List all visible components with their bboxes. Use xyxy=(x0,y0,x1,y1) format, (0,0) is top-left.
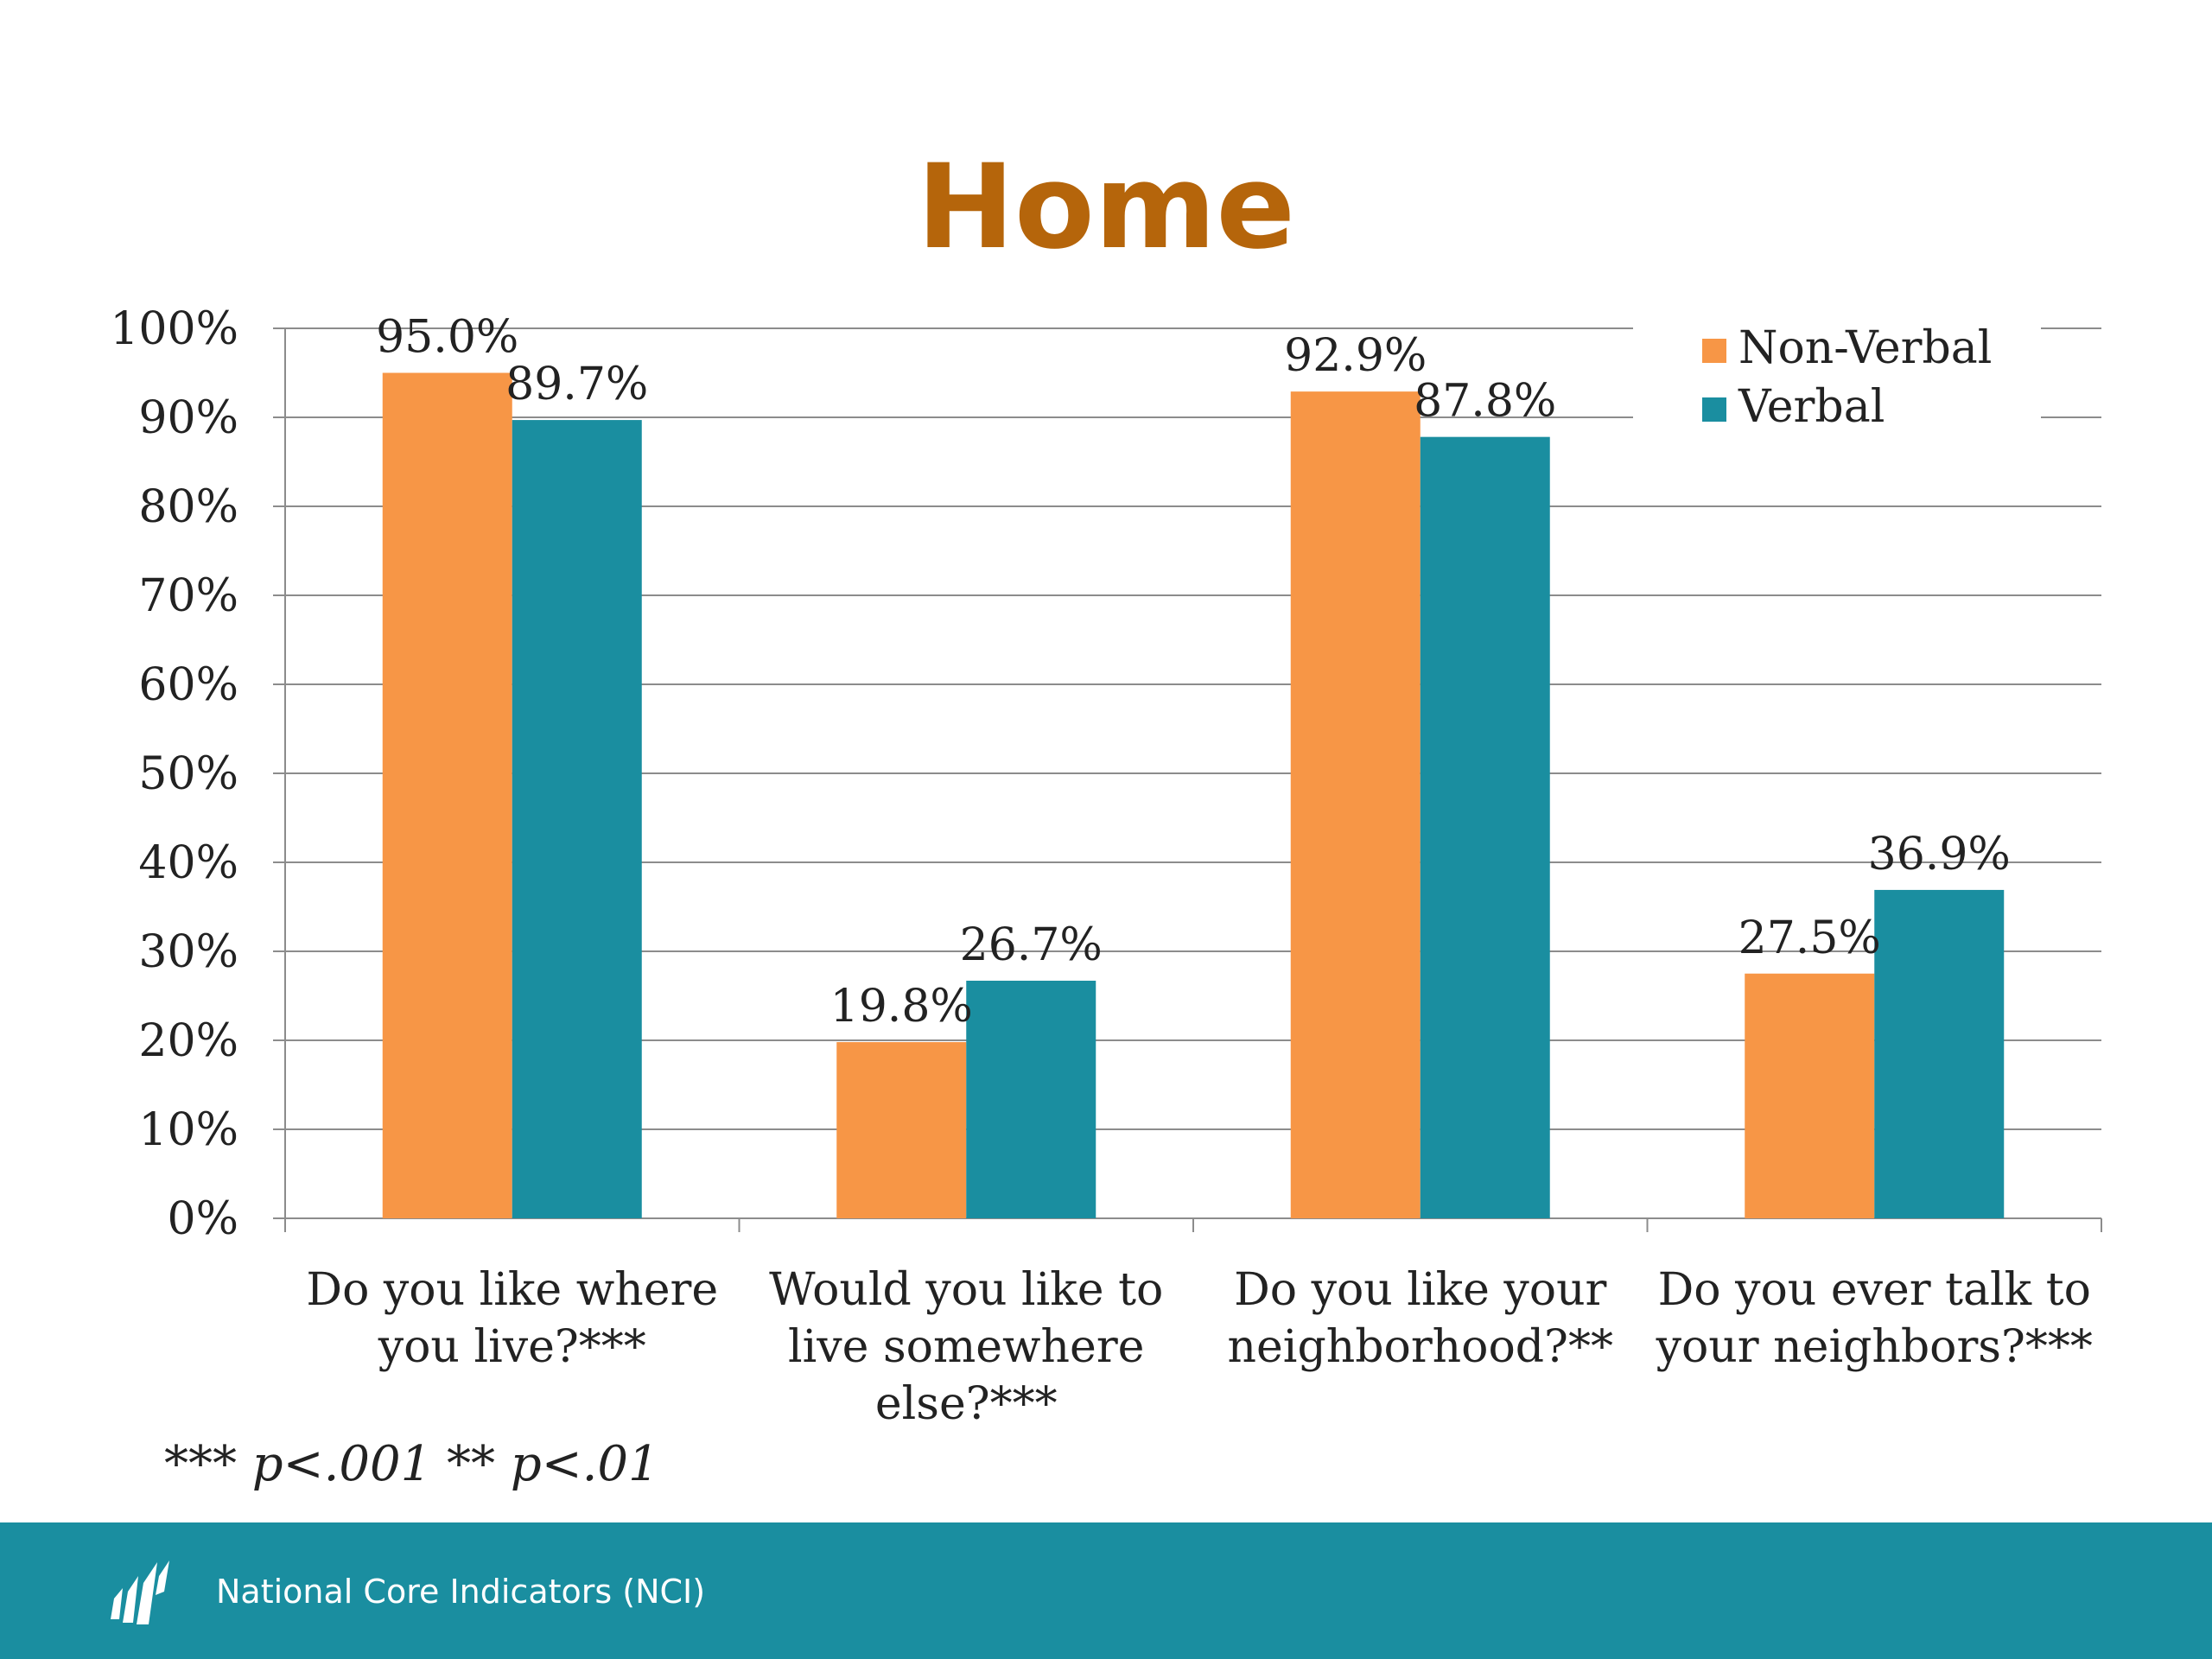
x-category-label: Do you ever talk to your neighbors?*** xyxy=(1656,1264,2093,1373)
nci-logo-icon xyxy=(111,1560,169,1624)
data-label: 26.7% xyxy=(960,919,1103,971)
footer-bar: National Core Indicators (NCI) xyxy=(0,1522,2212,1659)
y-tick-label: 50% xyxy=(138,748,238,800)
y-tick-label: 100% xyxy=(110,303,238,355)
slide-title: Home xyxy=(917,139,1295,275)
bar-verbal xyxy=(966,980,1096,1218)
bar-verbal xyxy=(1420,436,1550,1218)
bars xyxy=(382,372,2005,1219)
bar-non-verbal xyxy=(836,1042,967,1218)
y-tick-label: 30% xyxy=(138,926,238,978)
significance-footnote: *** p<.001 ** p<.01 xyxy=(164,1436,659,1492)
data-label: 27.5% xyxy=(1738,912,1881,964)
data-label: 87.8% xyxy=(1414,376,1556,428)
legend-swatch xyxy=(1702,397,1726,422)
legend-label: Non-Verbal xyxy=(1738,322,1992,374)
x-category-label: Do you like your neighborhood?** xyxy=(1228,1264,1613,1373)
legend-swatch xyxy=(1702,339,1726,363)
x-category-label: Would you like to live somewhere else?*** xyxy=(769,1264,1163,1430)
y-tick-label: 80% xyxy=(138,481,238,533)
data-label: 89.7% xyxy=(505,359,648,410)
bar-non-verbal xyxy=(382,372,512,1218)
data-label: 36.9% xyxy=(1868,829,2011,880)
y-tick-label: 60% xyxy=(138,659,238,711)
bar-chart: 0% 10% 20% 30% 40% 50% 60% 70% 80% 90% 100% Do you … xyxy=(110,303,2102,1430)
bar-non-verbal xyxy=(1290,391,1421,1218)
y-tick-label: 70% xyxy=(138,570,238,622)
data-labels: 95.0%89.7% 19.8% 26.7% 92.9%87.8% 27.5% 36.9% xyxy=(376,312,2011,1033)
bar-verbal xyxy=(512,420,642,1219)
data-label: 19.8% xyxy=(830,981,973,1033)
legend: Non-Verbal Verbal xyxy=(1702,322,1992,433)
bar-verbal xyxy=(1874,889,2005,1218)
data-label: 92.9% xyxy=(1284,330,1427,382)
y-tick-label: 90% xyxy=(138,392,238,444)
bar-non-verbal xyxy=(1745,973,1875,1218)
data-label: 95.0% xyxy=(376,312,518,364)
y-tick-label: 40% xyxy=(138,837,238,889)
y-tick-label: 0% xyxy=(168,1193,239,1245)
legend-label: Verbal xyxy=(1738,381,1885,433)
footer-org-name: National Core Indicators (NCI) xyxy=(216,1573,706,1611)
x-category-label: Do you like where you live?*** xyxy=(306,1264,718,1373)
y-tick-label: 10% xyxy=(138,1104,238,1156)
y-tick-label: 20% xyxy=(138,1015,238,1067)
